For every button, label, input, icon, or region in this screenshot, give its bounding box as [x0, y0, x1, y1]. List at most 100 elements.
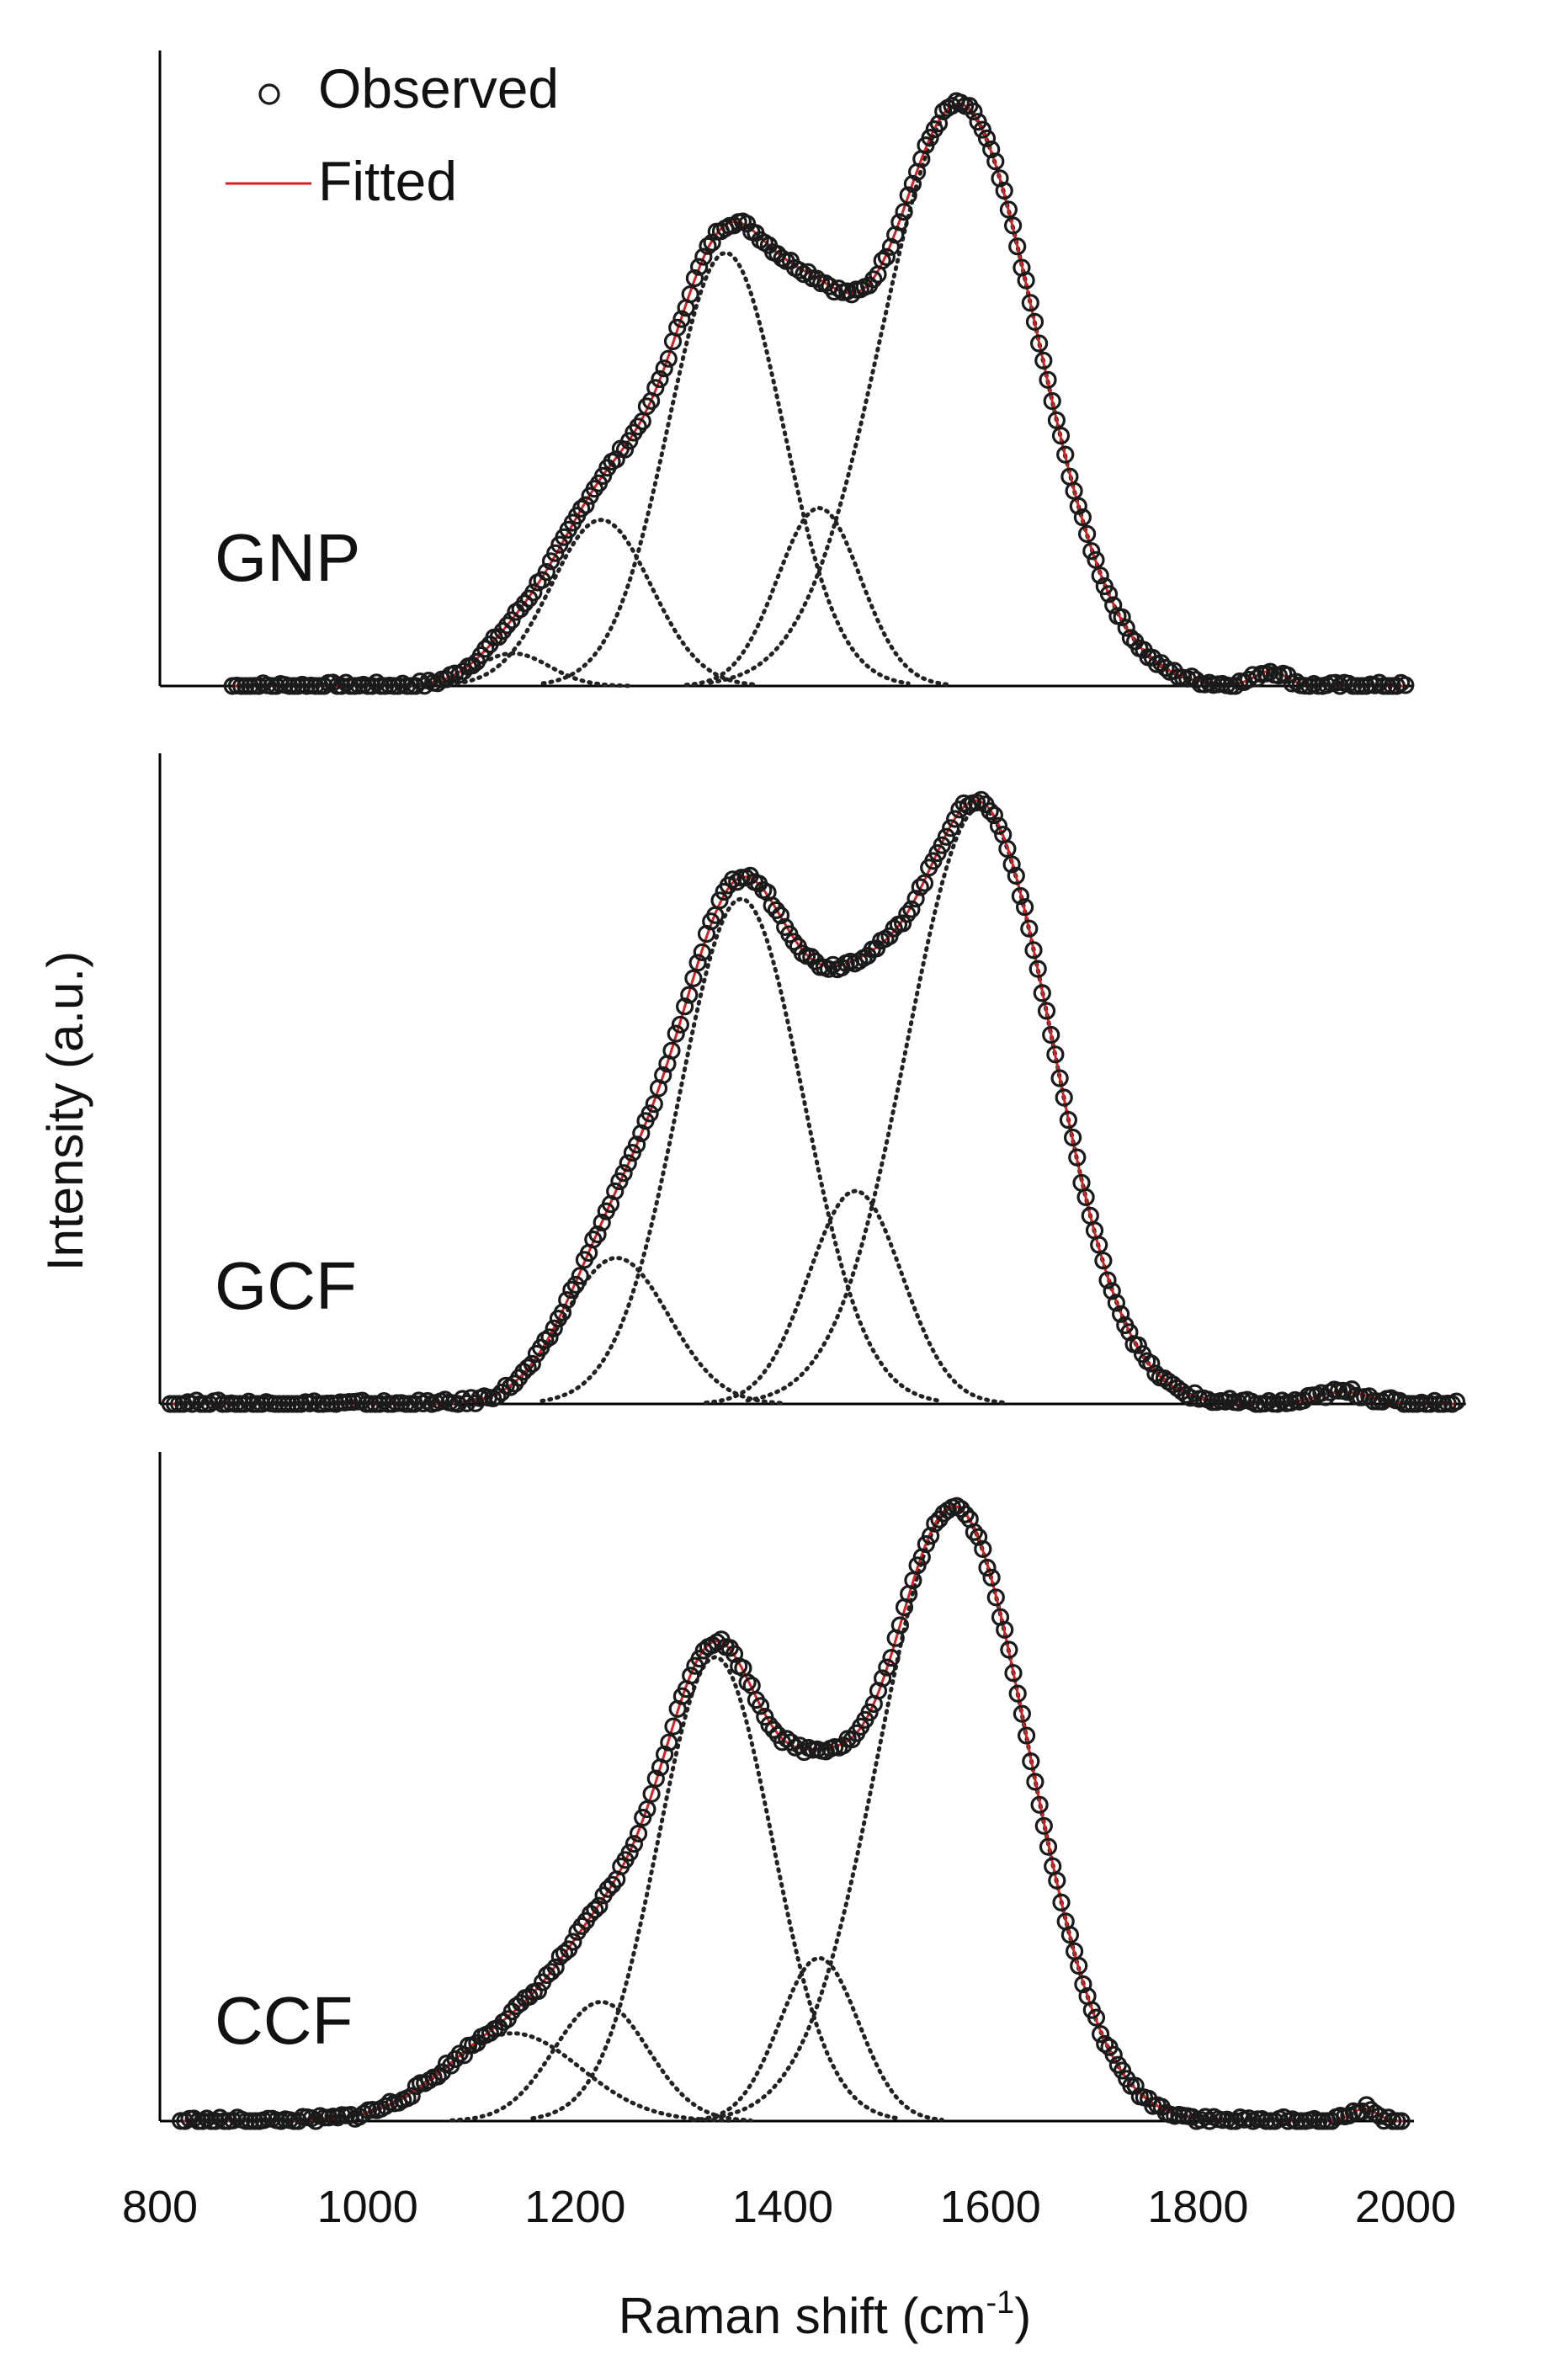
- observed-point: [819, 960, 838, 978]
- observed-point: [454, 2046, 474, 2065]
- observed-point: [1074, 1975, 1092, 1994]
- observed-point: [986, 152, 1005, 171]
- fit-component-5: [712, 1504, 1195, 2120]
- observed-point: [703, 233, 721, 252]
- observed-point: [668, 318, 687, 337]
- observed-point: [607, 450, 625, 469]
- observed-point: [515, 594, 534, 613]
- observed-point: [629, 417, 647, 436]
- observed-point: [518, 1358, 537, 1377]
- observed-point: [782, 1733, 800, 1752]
- fit-component-4: [683, 505, 954, 688]
- observed-point: [1447, 1392, 1466, 1411]
- observed-point: [546, 544, 565, 562]
- observed-point: [1059, 1110, 1078, 1130]
- observed-point: [903, 174, 922, 194]
- x-axis-title: Raman shift (cm-1): [619, 2285, 1032, 2344]
- observed-point: [1076, 1188, 1095, 1207]
- panel-gnp: GNP: [158, 51, 1415, 695]
- observed-point: [586, 1901, 604, 1919]
- observed-point: [878, 1658, 896, 1677]
- observed-point: [546, 1958, 565, 1976]
- x-tick-label: 1600: [940, 2182, 1041, 2232]
- observed-point: [523, 1354, 541, 1374]
- observed-point: [999, 200, 1018, 219]
- observed-point: [989, 816, 1008, 835]
- observed-point: [588, 1225, 607, 1244]
- observed-point: [981, 802, 999, 821]
- observed-point: [1268, 1395, 1287, 1413]
- observed-point: [428, 674, 447, 693]
- observed-point: [1007, 866, 1025, 885]
- x-tick-label: 2000: [1355, 2182, 1456, 2232]
- observed-point: [488, 1387, 507, 1406]
- observed-point: [1156, 658, 1175, 678]
- observed-point: [1055, 1088, 1073, 1107]
- observed-point: [529, 1981, 548, 2001]
- observed-point: [977, 129, 997, 147]
- observed-point: [476, 640, 495, 658]
- observed-point: [710, 891, 729, 910]
- observed-point: [807, 269, 827, 288]
- observed-point: [978, 1558, 997, 1577]
- observed-point: [1020, 919, 1039, 938]
- observed-point: [767, 901, 786, 920]
- observed-point: [1326, 673, 1345, 692]
- observed-point: [640, 1104, 659, 1123]
- observed-point: [680, 986, 699, 1004]
- observed-point: [1082, 542, 1101, 561]
- observed-point: [363, 677, 381, 695]
- observed-point: [965, 1523, 984, 1541]
- observed-point: [860, 1703, 879, 1722]
- observed-point: [898, 905, 917, 923]
- observed-point: [688, 954, 707, 972]
- observed-point: [1002, 855, 1021, 874]
- observed-point: [951, 93, 970, 112]
- observed-point: [1099, 585, 1119, 603]
- observed-point: [537, 562, 555, 582]
- observed-point: [332, 677, 351, 695]
- fit-component-2: [539, 896, 943, 1403]
- observed-point: [1033, 984, 1051, 1002]
- observed-point: [660, 1733, 678, 1752]
- observed-point: [684, 969, 703, 988]
- observed-point: [824, 955, 842, 975]
- x-tick-label: 1400: [732, 2182, 833, 2232]
- observed-point: [873, 252, 891, 270]
- observed-point: [428, 2067, 447, 2086]
- observed-point: [937, 827, 956, 846]
- observed-point: [1026, 1773, 1044, 1791]
- observed-point: [899, 186, 917, 205]
- observed-point: [763, 896, 781, 915]
- observed-point: [566, 1275, 585, 1295]
- observed-point: [593, 1213, 611, 1232]
- observed-point: [1017, 1726, 1036, 1745]
- observed-point: [873, 1669, 892, 1688]
- observed-point: [671, 1015, 690, 1034]
- observed-point: [1034, 351, 1053, 370]
- observed-point: [933, 836, 951, 854]
- observed-point: [893, 914, 912, 933]
- panel-gcf: GCF: [158, 753, 1466, 1413]
- observed-point: [1183, 2108, 1202, 2126]
- observed-point: [995, 181, 1013, 200]
- observed-point: [619, 1154, 637, 1172]
- fit-component-5: [708, 102, 1211, 685]
- observed-point: [877, 247, 896, 266]
- observed-point: [627, 1135, 646, 1154]
- observed-point: [1117, 619, 1135, 637]
- observed-point: [738, 1673, 757, 1692]
- observed-point: [1331, 677, 1349, 695]
- observed-point: [481, 2023, 500, 2042]
- observed-point: [725, 216, 743, 235]
- observed-point: [1052, 1893, 1071, 1911]
- observed-point: [911, 878, 929, 896]
- observed-point: [606, 1182, 625, 1201]
- observed-point: [183, 1395, 201, 1413]
- observed-point: [943, 96, 961, 115]
- x-tick-label: 800: [122, 2182, 198, 2232]
- observed-points: [223, 92, 1415, 695]
- observed-point: [1126, 2076, 1145, 2095]
- observed-point: [1030, 1795, 1049, 1814]
